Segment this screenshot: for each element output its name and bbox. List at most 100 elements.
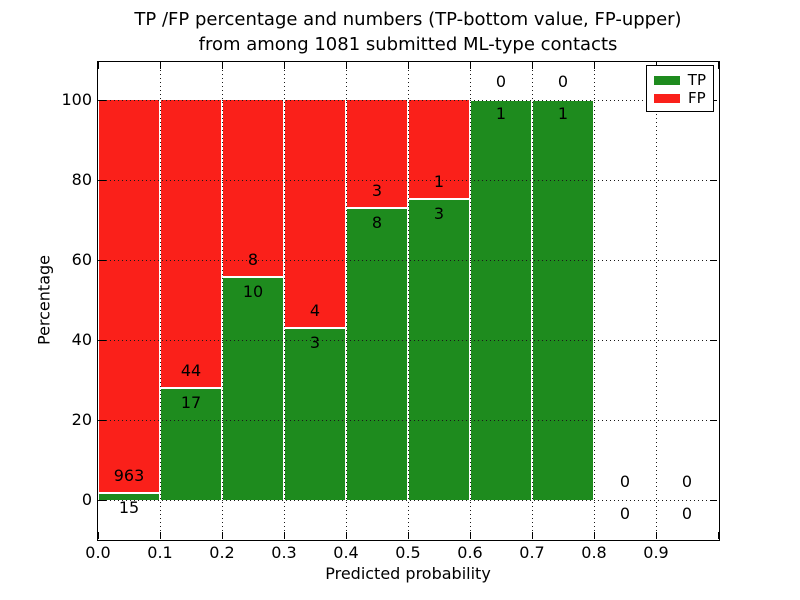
y-tickmark-left xyxy=(99,180,106,181)
y-tickmark-left xyxy=(99,260,106,261)
fp-count-label: 3 xyxy=(371,181,383,201)
bar-segment-tp xyxy=(223,277,283,500)
tp-count-label: 17 xyxy=(180,392,202,412)
tp-count-label: 8 xyxy=(371,213,383,233)
x-tick-label: 0.3 xyxy=(271,543,297,562)
bar-segment-fp xyxy=(285,100,345,329)
gridline-horizontal xyxy=(98,260,718,261)
y-tickmark-right xyxy=(710,340,717,341)
gridline-vertical xyxy=(594,62,595,539)
gridline-horizontal xyxy=(98,500,718,501)
legend-label-fp: FP xyxy=(688,89,706,107)
y-tickmark-right xyxy=(710,420,717,421)
legend-label-tp: TP xyxy=(687,71,706,89)
y-tick-label: 100 xyxy=(61,90,92,109)
gridline-vertical xyxy=(160,62,161,539)
x-tickmark-bottom xyxy=(284,532,285,539)
x-tick-label: 0.8 xyxy=(581,543,607,562)
gridline-vertical xyxy=(346,62,347,539)
bar-segment-fp xyxy=(161,100,221,389)
x-tick-label: 0.4 xyxy=(333,543,359,562)
tp-count-label: 10 xyxy=(242,281,264,301)
gridline-vertical xyxy=(284,62,285,539)
gridline-vertical xyxy=(408,62,409,539)
x-tickmark-bottom xyxy=(98,532,99,539)
fp-count-label: 0 xyxy=(681,472,693,491)
fp-count-label: 0 xyxy=(495,72,507,91)
x-tick-label: 0.5 xyxy=(395,543,421,562)
x-tickmark-bottom xyxy=(594,532,595,539)
gridline-horizontal xyxy=(98,340,718,341)
bar-segment-tp xyxy=(533,100,593,500)
fp-color-swatch xyxy=(654,93,680,103)
x-tickmark-bottom xyxy=(160,532,161,539)
y-tickmark-left xyxy=(99,340,106,341)
x-tickmark-top xyxy=(532,62,533,69)
tp-count-label: 0 xyxy=(619,504,631,523)
x-tick-label: 0.1 xyxy=(147,543,173,562)
x-tickmark-top xyxy=(594,62,595,69)
gridline-horizontal xyxy=(98,420,718,421)
bar-segment-fp xyxy=(347,100,407,210)
x-tickmark-bottom xyxy=(656,532,657,539)
gridline-vertical xyxy=(656,62,657,539)
x-tick-label: 0.9 xyxy=(643,543,669,562)
x-tickmark-bottom xyxy=(408,532,409,539)
x-tickmark-bottom xyxy=(346,532,347,539)
gridline-vertical xyxy=(470,62,471,539)
tp-count-label: 1 xyxy=(495,104,507,123)
tp-count-label: 1 xyxy=(557,104,569,123)
y-tick-label: 80 xyxy=(71,170,92,189)
tp-count-label: 0 xyxy=(681,504,693,523)
chart-title-line2: from among 1081 submitted ML-type contac… xyxy=(198,34,618,55)
legend-item-tp: TP xyxy=(654,71,706,89)
y-tick-label: 60 xyxy=(71,250,92,269)
y-tick-label: 0 xyxy=(81,490,92,509)
x-tick-label: 0.0 xyxy=(85,543,111,562)
bar-segment-tp xyxy=(471,100,531,500)
fp-count-label: 0 xyxy=(557,72,569,91)
gridline-horizontal xyxy=(98,100,718,101)
bar-segment-fp xyxy=(223,100,283,278)
x-tickmark-bottom xyxy=(222,532,223,539)
y-tickmark-right xyxy=(710,500,717,501)
x-tick-label: 0.7 xyxy=(519,543,545,562)
legend-item-fp: FP xyxy=(654,89,706,107)
chart-title-line1: TP /FP percentage and numbers (TP-bottom… xyxy=(134,9,682,30)
y-tickmark-left xyxy=(99,500,106,501)
x-tickmark-top xyxy=(470,62,471,69)
tp-count-label: 3 xyxy=(433,204,445,223)
gridline-vertical xyxy=(222,62,223,539)
x-tickmark-top xyxy=(718,62,719,69)
legend: TP FP xyxy=(646,65,714,112)
x-tick-label: 0.2 xyxy=(209,543,235,562)
fp-count-label: 4 xyxy=(309,300,321,320)
tp-count-label: 15 xyxy=(118,497,140,517)
x-tickmark-top xyxy=(160,62,161,69)
bar-segment-fp xyxy=(409,100,469,200)
tp-color-swatch xyxy=(654,75,680,85)
bar-segment-tp xyxy=(347,209,407,500)
y-tick-label: 40 xyxy=(71,330,92,349)
fp-count-label: 0 xyxy=(619,472,631,491)
gridline-vertical xyxy=(532,62,533,539)
bar-segment-tp xyxy=(161,388,221,500)
fp-count-label: 1 xyxy=(433,172,445,191)
chart-title: TP /FP percentage and numbers (TP-bottom… xyxy=(98,7,718,57)
y-tickmark-left xyxy=(99,420,106,421)
y-tickmark-right xyxy=(710,260,717,261)
fp-count-label: 44 xyxy=(180,360,202,380)
bar-segment-tp xyxy=(285,328,345,500)
y-tickmark-right xyxy=(710,180,717,181)
x-tick-label: 0.6 xyxy=(457,543,483,562)
x-tickmark-top xyxy=(222,62,223,69)
gridline-horizontal xyxy=(98,180,718,181)
y-tick-label: 20 xyxy=(71,410,92,429)
bar-segment-tp xyxy=(99,493,159,500)
x-tickmark-top xyxy=(98,62,99,69)
x-tickmark-top xyxy=(408,62,409,69)
x-tickmark-bottom xyxy=(470,532,471,539)
bar-segment-tp xyxy=(409,200,469,500)
x-tickmark-top xyxy=(284,62,285,69)
